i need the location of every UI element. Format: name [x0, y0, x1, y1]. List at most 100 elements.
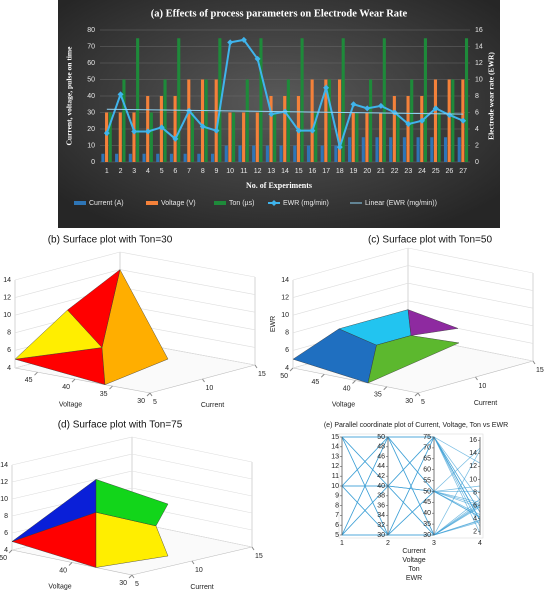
tick-label: 11: [332, 473, 339, 480]
tick-mark: [475, 376, 478, 381]
marker: [377, 102, 384, 109]
x-tick-label: 17: [322, 168, 330, 175]
bar: [265, 145, 269, 162]
y2-tick-label: 12: [475, 60, 483, 67]
z-tick-label: 4: [7, 365, 11, 372]
marker: [172, 135, 179, 142]
marker: [391, 109, 398, 116]
bar: [211, 153, 215, 162]
bar: [430, 137, 434, 162]
x-tick-label: 1: [105, 168, 109, 175]
marker: [432, 105, 439, 112]
trend-line: [106, 108, 464, 115]
tick-label: 2: [473, 529, 477, 536]
y-tick-label: 70: [87, 43, 95, 50]
bar: [375, 137, 379, 162]
tick-label: 50: [377, 434, 385, 441]
x-tick-label: 20: [363, 168, 371, 175]
tick-mark: [352, 380, 356, 384]
x-axis-title: Current: [201, 402, 224, 409]
bar: [214, 79, 218, 162]
tick-label: 16: [469, 437, 477, 444]
bar: [457, 137, 461, 162]
tick-label: 38: [377, 493, 385, 500]
y-tick-label: 50: [87, 76, 95, 83]
z-tick-label: 6: [4, 530, 8, 537]
y-axis-title: Voltage: [332, 401, 355, 408]
bar: [410, 79, 414, 162]
grid-line: [14, 251, 256, 281]
bar: [361, 137, 365, 162]
marker: [336, 144, 343, 151]
z-tick-label: 6: [7, 347, 11, 354]
legend-swatch: [146, 201, 158, 205]
x-tick-label: 5: [160, 168, 164, 175]
tick-mark: [146, 392, 151, 397]
tick-label: 13: [331, 453, 339, 460]
y-axis-title: Voltage: [48, 583, 71, 590]
marker: [186, 107, 193, 114]
legend-label: Ton: [408, 566, 419, 573]
tick-label: 12: [469, 463, 477, 470]
x-tick-label: 3: [432, 540, 436, 547]
tick-mark: [289, 367, 294, 372]
bar: [379, 112, 383, 162]
bar: [306, 145, 311, 162]
tick-label: 75: [423, 434, 431, 441]
tick-label: 40: [377, 483, 385, 490]
tick-label: 7: [335, 512, 339, 519]
bar: [341, 38, 345, 162]
bar: [177, 38, 181, 162]
y-axis-title: Current, voltage, pulse on time: [65, 46, 74, 146]
y-tick-label: 40: [87, 93, 95, 100]
tick-label: 55: [423, 477, 431, 484]
y-tick-label: 40: [343, 385, 351, 392]
bar: [355, 112, 359, 162]
y-tick-label: 40: [62, 384, 70, 391]
x-tick-label: 1: [340, 540, 344, 547]
bar: [464, 38, 469, 162]
bar: [392, 96, 396, 162]
bar: [183, 153, 187, 162]
tick-mark: [71, 378, 76, 383]
bar: [224, 145, 228, 162]
marker: [227, 39, 234, 46]
tick-label: 34: [377, 512, 385, 519]
grid-line: [292, 247, 534, 281]
panel-title: (e) Parallel coordinate plot of Current,…: [324, 422, 508, 429]
bar: [105, 112, 109, 162]
marker: [268, 111, 275, 118]
legend-swatch: [74, 201, 86, 205]
bar: [190, 112, 195, 162]
bar: [369, 79, 373, 162]
legend-swatch: [214, 201, 226, 205]
x-tick-label: 15: [258, 371, 266, 378]
tick-label: 10: [469, 476, 477, 483]
tick-label: 30: [377, 532, 385, 539]
y2-tick-label: 16: [475, 27, 483, 34]
tick-label: 4: [473, 516, 477, 523]
y2-tick-label: 4: [475, 126, 479, 133]
bar: [443, 137, 448, 162]
z-tick-label: 14: [3, 277, 11, 284]
tick-mark: [414, 392, 419, 397]
z-tick-label: 8: [7, 330, 11, 337]
legend-marker: [271, 200, 277, 206]
legend-label: EWR: [406, 575, 422, 582]
y-tick-label: 0: [91, 159, 95, 166]
tick-label: 60: [423, 467, 431, 474]
bar: [149, 112, 153, 162]
x-tick-label: 10: [206, 385, 214, 392]
bar: [163, 79, 167, 162]
x-tick-label: 24: [418, 168, 426, 175]
bar: [327, 79, 332, 162]
y-tick-label: 20: [87, 126, 95, 133]
surface-patch: [407, 309, 459, 336]
y2-tick-label: 0: [475, 159, 479, 166]
y-tick-label: 50: [280, 373, 288, 380]
z-tick-label: 14: [0, 462, 8, 469]
bar: [255, 112, 259, 162]
legend-label: EWR (mg/min): [283, 200, 329, 207]
y2-axis-title: Electrode wear rate (EWR): [487, 52, 496, 140]
